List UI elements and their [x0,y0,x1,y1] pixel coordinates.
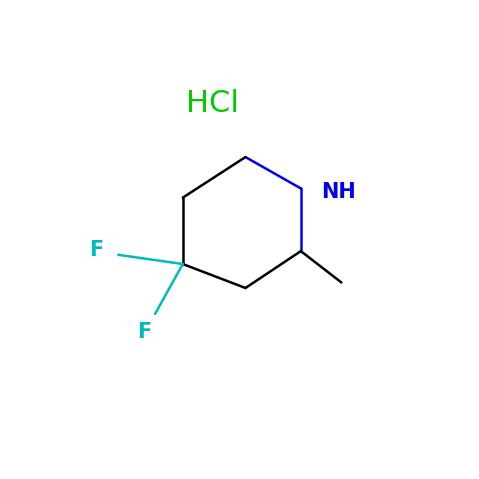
Text: F: F [89,240,103,260]
Text: NH: NH [321,182,356,202]
Text: F: F [137,322,151,342]
Text: HCl: HCl [186,89,239,118]
